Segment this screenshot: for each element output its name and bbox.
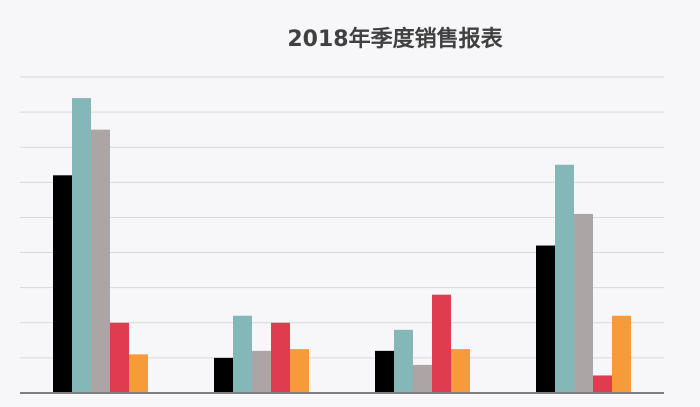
bar (110, 322, 129, 393)
bar (536, 245, 555, 393)
bar (574, 213, 593, 393)
bar (612, 315, 631, 393)
bar (129, 354, 148, 393)
bar (375, 350, 394, 393)
bar (555, 164, 574, 393)
bar (413, 364, 432, 393)
bar (91, 129, 110, 393)
bar (271, 322, 290, 393)
bar (72, 98, 91, 394)
bar (214, 357, 233, 393)
bar (233, 315, 252, 393)
bar (53, 175, 72, 393)
bar (593, 375, 612, 393)
bar (394, 329, 413, 393)
bar (252, 350, 271, 393)
chart-title: 2018年季度销售报表 (287, 26, 503, 52)
bar (432, 294, 451, 393)
bar (290, 349, 309, 393)
bar (451, 349, 470, 393)
